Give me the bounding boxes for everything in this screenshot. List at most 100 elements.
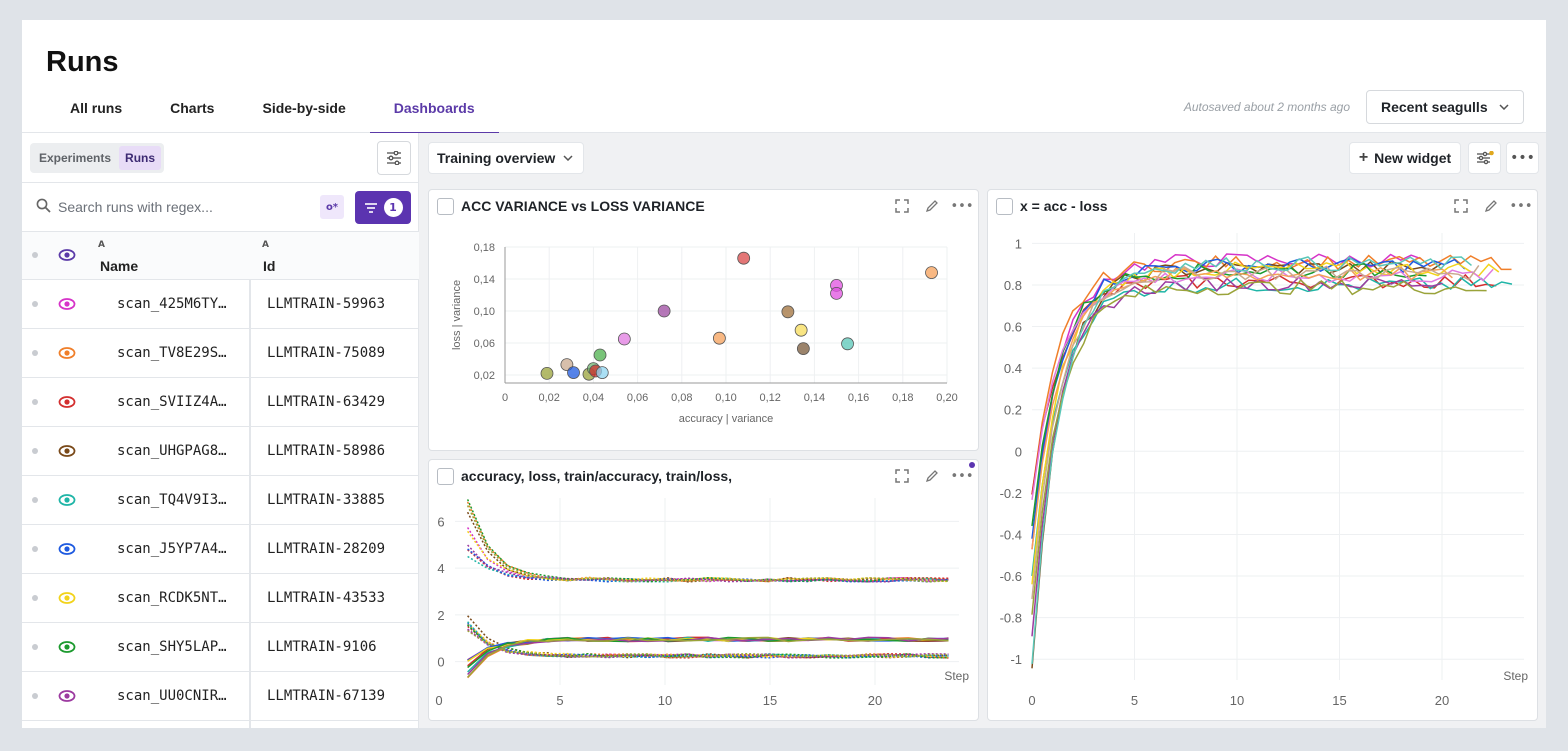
expand-icon[interactable] xyxy=(892,196,912,216)
widget-checkbox[interactable] xyxy=(437,468,454,485)
x-tick-label: 5 xyxy=(556,693,563,708)
tab-charts[interactable]: Charts xyxy=(170,100,215,116)
widget-checkbox[interactable] xyxy=(437,198,454,215)
column-header-name[interactable]: Name xyxy=(100,258,139,274)
search-input[interactable] xyxy=(58,195,308,219)
eye-icon[interactable] xyxy=(58,345,76,364)
row-dot xyxy=(32,693,38,699)
table-row[interactable]: scan_TQ4V9I3… LLMTRAIN-33885 xyxy=(22,476,419,525)
new-widget-button[interactable]: + New widget xyxy=(1349,142,1461,174)
widget-metrics: accuracy, loss, train/accuracy, train/lo… xyxy=(428,459,979,721)
table-row[interactable]: scan_J5YP7A4… LLMTRAIN-28209 xyxy=(22,525,419,574)
autosave-status: Autosaved about 2 months ago xyxy=(1183,100,1350,114)
column-header-id[interactable]: Id xyxy=(263,258,276,274)
scatter-point xyxy=(925,266,938,279)
plus-icon: + xyxy=(1358,149,1369,166)
header-dot xyxy=(32,252,38,258)
x-tick-label: 0,10 xyxy=(715,392,736,404)
tab-dashboards[interactable]: Dashboards xyxy=(369,92,499,134)
edit-icon[interactable] xyxy=(922,196,942,216)
x-tick-label: 10 xyxy=(658,693,672,708)
row-dot xyxy=(32,399,38,405)
dashboard-settings-button[interactable] xyxy=(1468,142,1501,174)
run-name[interactable]: scan_425M6TY… xyxy=(117,296,227,312)
app-window: Runs All runs Charts Side-by-side Dashbo… xyxy=(22,20,1546,728)
series-line xyxy=(1031,256,1472,664)
segment-experiments[interactable]: Experiments xyxy=(39,151,112,165)
series-line xyxy=(467,630,949,659)
scatter-point xyxy=(712,331,726,345)
project-selector[interactable]: Recent seagulls xyxy=(1366,90,1524,124)
runs-sidebar: Experiments Runs o* 1 A xyxy=(22,133,419,728)
y-tick-label: 0.6 xyxy=(1004,320,1022,335)
table-row[interactable]: scan_UU0CNIR… LLMTRAIN-67139 xyxy=(22,672,419,721)
eye-icon[interactable] xyxy=(58,688,76,707)
table-row[interactable]: scan_RCDK5NT… LLMTRAIN-43533 xyxy=(22,574,419,623)
table-row[interactable]: scan_TV8E29S… LLMTRAIN-75089 xyxy=(22,329,419,378)
y-tick-label: 0 xyxy=(437,655,444,670)
table-row[interactable]: scan_SHY5LAP… LLMTRAIN-9106 xyxy=(22,623,419,672)
x-tick-label: 0,08 xyxy=(671,392,692,404)
eye-icon[interactable] xyxy=(58,247,76,266)
page-title: Runs xyxy=(46,46,119,78)
dashboard-area: Training overview + New widget ••• ACC V… xyxy=(419,133,1546,728)
eye-icon[interactable] xyxy=(58,394,76,413)
more-icon[interactable]: ••• xyxy=(950,198,974,214)
run-id: LLMTRAIN-43533 xyxy=(267,590,386,606)
regex-toggle[interactable]: o* xyxy=(320,195,344,219)
table-row[interactable]: scan_425M6TY… LLMTRAIN-59963 xyxy=(22,280,419,329)
eye-icon[interactable] xyxy=(58,492,76,511)
scatter-point xyxy=(567,366,580,380)
y-tick-label: 0 xyxy=(1015,444,1022,459)
table-row[interactable]: scan_UHGPAG8… LLMTRAIN-58986 xyxy=(22,427,419,476)
tab-all-runs[interactable]: All runs xyxy=(70,100,123,116)
run-name[interactable]: scan_TV8E29S… xyxy=(117,345,227,361)
more-icon[interactable]: ••• xyxy=(1509,198,1533,214)
eye-icon[interactable] xyxy=(58,443,76,462)
run-name[interactable]: scan_UHGPAG8… xyxy=(117,443,227,459)
series-line xyxy=(467,628,949,659)
widget-checkbox[interactable] xyxy=(996,198,1013,215)
eye-icon[interactable] xyxy=(58,541,76,560)
run-id: LLMTRAIN-28209 xyxy=(267,541,386,557)
expand-icon[interactable] xyxy=(1451,196,1471,216)
row-dot xyxy=(32,644,38,650)
run-id: LLMTRAIN-59963 xyxy=(267,296,386,312)
eye-icon[interactable] xyxy=(58,590,76,609)
segment-runs[interactable]: Runs xyxy=(119,146,162,170)
table-row[interactable]: scan_SVIIZ4A… LLMTRAIN-63429 xyxy=(22,378,419,427)
run-id: LLMTRAIN-75089 xyxy=(267,345,386,361)
edit-icon[interactable] xyxy=(922,466,942,486)
run-id: LLMTRAIN-63429 xyxy=(267,394,386,410)
more-options-button[interactable]: ••• xyxy=(1506,142,1539,174)
edit-icon[interactable] xyxy=(1481,196,1501,216)
table-header: A Name A Id xyxy=(22,232,419,280)
y-tick-label: 0.4 xyxy=(1004,361,1022,376)
series-line xyxy=(467,636,949,679)
run-name[interactable]: scan_UU0CNIR… xyxy=(117,688,227,704)
run-name[interactable]: scan_SVIIZ4A… xyxy=(117,394,227,410)
y-tick-label: 6 xyxy=(437,514,444,529)
run-name[interactable]: scan_TQ4V9I3… xyxy=(117,492,227,508)
dashboard-selector[interactable]: Training overview xyxy=(428,142,585,174)
chevron-down-icon xyxy=(1499,101,1509,113)
run-name[interactable]: scan_RCDK5NT… xyxy=(117,590,227,606)
column-divider[interactable] xyxy=(249,232,251,728)
more-icon[interactable]: ••• xyxy=(951,462,975,486)
run-name[interactable]: scan_SHY5LAP… xyxy=(117,639,227,655)
series-line xyxy=(467,622,949,659)
sidebar-settings-button[interactable] xyxy=(377,141,411,175)
run-name[interactable]: scan_J5YP7A4… xyxy=(117,541,227,557)
series-line xyxy=(1031,264,1480,600)
eye-icon[interactable] xyxy=(58,296,76,315)
y-tick-label: -0.8 xyxy=(1000,611,1022,626)
table-body: scan_425M6TY… LLMTRAIN-59963 scan_TV8E29S…… xyxy=(22,280,419,721)
expand-icon[interactable] xyxy=(892,466,912,486)
y-tick-label: 0,10 xyxy=(474,306,495,318)
tab-side-by-side[interactable]: Side-by-side xyxy=(262,100,346,116)
row-dot xyxy=(32,546,38,552)
search-icon xyxy=(36,198,51,217)
filter-button[interactable]: 1 xyxy=(355,191,411,224)
x-tick-label: 20 xyxy=(1435,693,1449,708)
eye-icon[interactable] xyxy=(58,639,76,658)
